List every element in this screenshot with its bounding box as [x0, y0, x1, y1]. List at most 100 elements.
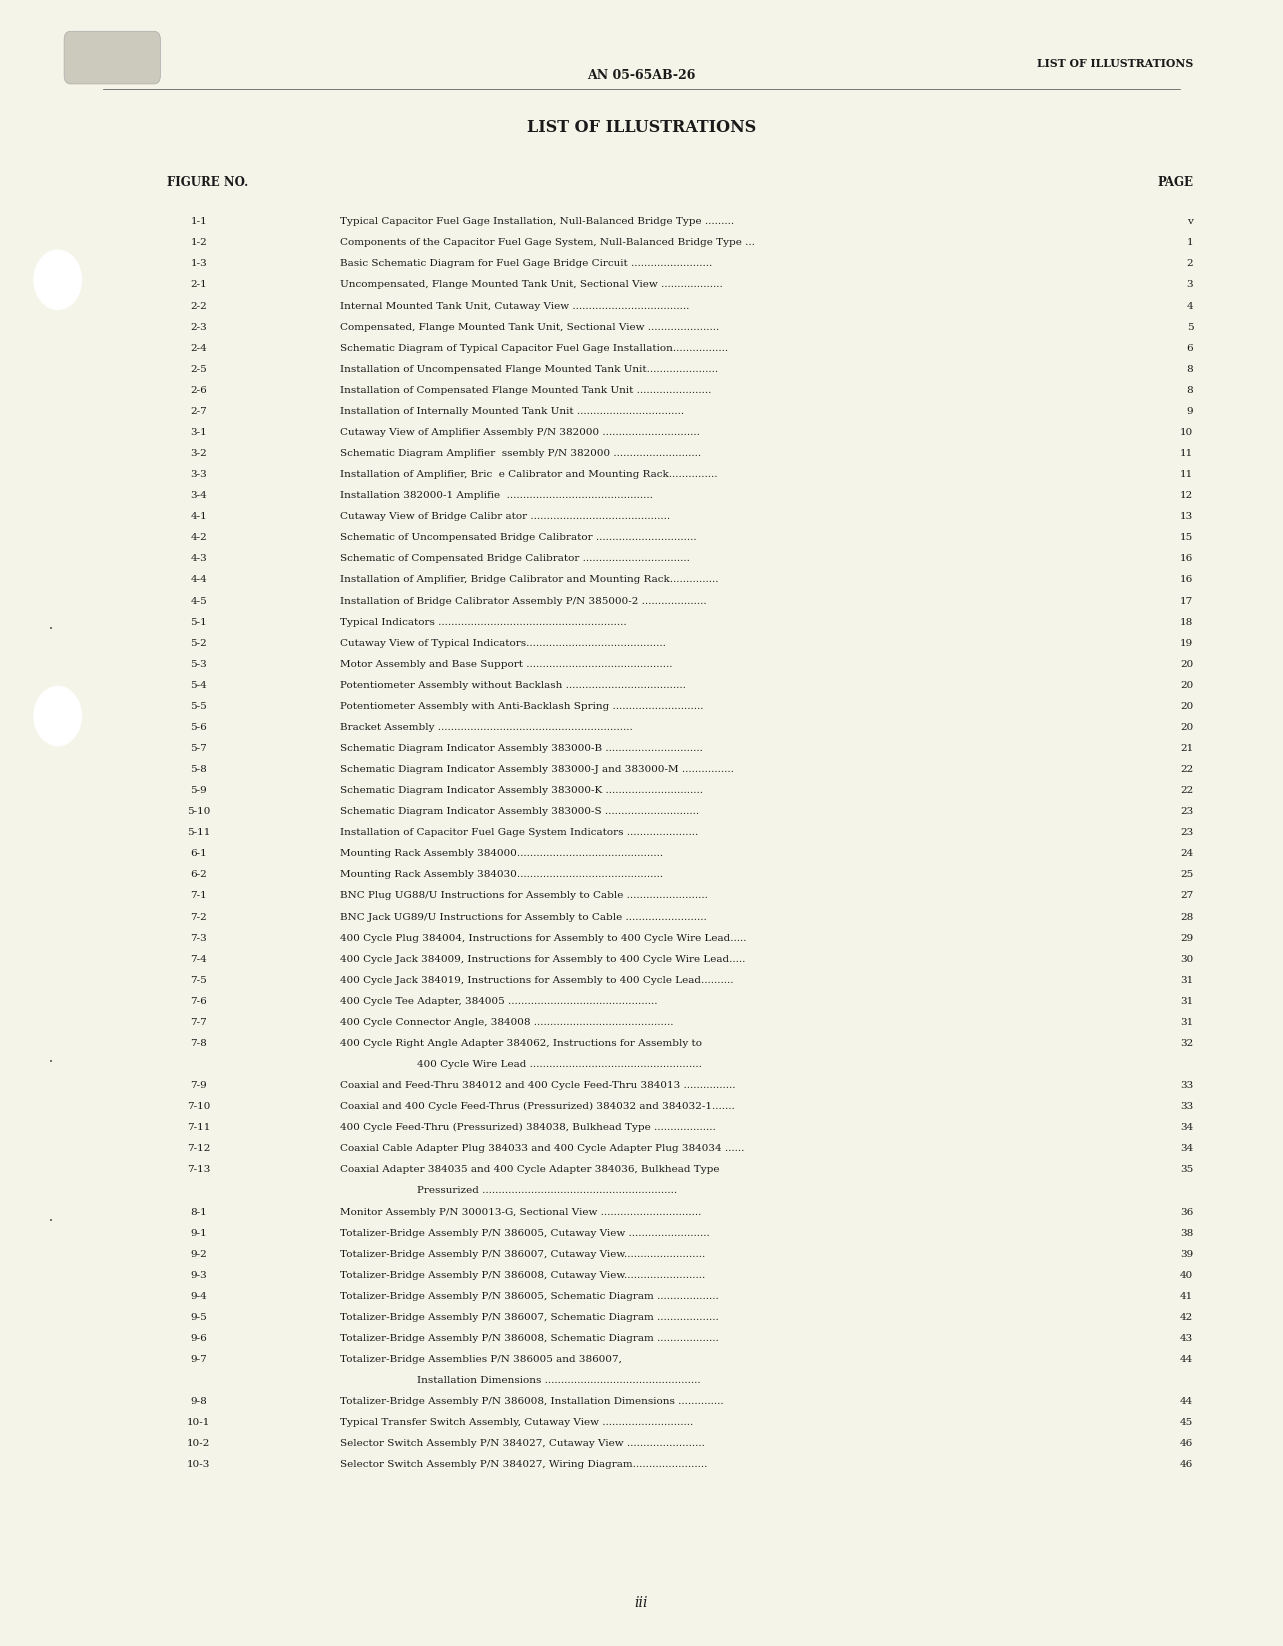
Text: 3-3: 3-3 [190, 471, 208, 479]
Text: PAGE: PAGE [1157, 176, 1193, 189]
Text: 46: 46 [1180, 1439, 1193, 1448]
Text: 400 Cycle Feed-Thru (Pressurized) 384038, Bulkhead Type ...................: 400 Cycle Feed-Thru (Pressurized) 384038… [340, 1123, 716, 1132]
Text: Totalizer-Bridge Assemblies P/N 386005 and 386007,: Totalizer-Bridge Assemblies P/N 386005 a… [340, 1355, 622, 1365]
Text: 18: 18 [1180, 617, 1193, 627]
Text: 4-1: 4-1 [190, 512, 208, 522]
Text: Installation of Internally Mounted Tank Unit .................................: Installation of Internally Mounted Tank … [340, 407, 684, 416]
Text: 1-1: 1-1 [190, 217, 208, 226]
Text: 2-3: 2-3 [190, 323, 208, 331]
Text: 400 Cycle Jack 384009, Instructions for Assembly to 400 Cycle Wire Lead.....: 400 Cycle Jack 384009, Instructions for … [340, 955, 745, 963]
Text: 1: 1 [1187, 239, 1193, 247]
Text: 5-3: 5-3 [190, 660, 208, 668]
Text: 7-5: 7-5 [190, 976, 208, 984]
Text: Totalizer-Bridge Assembly P/N 386005, Cutaway View .........................: Totalizer-Bridge Assembly P/N 386005, Cu… [340, 1228, 709, 1238]
Text: 7-13: 7-13 [187, 1165, 210, 1174]
Text: Cutaway View of Bridge Calibr ator ...........................................: Cutaway View of Bridge Calibr ator .....… [340, 512, 670, 522]
Text: •: • [49, 625, 54, 632]
Text: 44: 44 [1180, 1355, 1193, 1365]
Text: 7-1: 7-1 [190, 892, 208, 900]
Text: 9-5: 9-5 [190, 1314, 208, 1322]
Text: 29: 29 [1180, 933, 1193, 943]
Text: 41: 41 [1180, 1292, 1193, 1300]
Text: 6-1: 6-1 [190, 849, 208, 858]
Text: 1-3: 1-3 [190, 260, 208, 268]
Text: •: • [49, 1058, 54, 1065]
Text: 3-4: 3-4 [190, 491, 208, 500]
Text: Cutaway View of Amplifier Assembly P/N 382000 ..............................: Cutaway View of Amplifier Assembly P/N 3… [340, 428, 699, 436]
Text: Potentiometer Assembly with Anti-Backlash Spring ............................: Potentiometer Assembly with Anti-Backlas… [340, 701, 703, 711]
Text: Installation of Capacitor Fuel Gage System Indicators ......................: Installation of Capacitor Fuel Gage Syst… [340, 828, 698, 838]
Text: Uncompensated, Flange Mounted Tank Unit, Sectional View ...................: Uncompensated, Flange Mounted Tank Unit,… [340, 280, 722, 290]
Text: 20: 20 [1180, 701, 1193, 711]
Text: Installation Dimensions ................................................: Installation Dimensions ................… [417, 1376, 701, 1384]
Text: 27: 27 [1180, 892, 1193, 900]
Text: 5-5: 5-5 [190, 701, 208, 711]
Text: 7-10: 7-10 [187, 1103, 210, 1111]
Text: Installation of Amplifier, Bridge Calibrator and Mounting Rack...............: Installation of Amplifier, Bridge Calibr… [340, 576, 718, 584]
Ellipse shape [35, 686, 81, 746]
Text: 20: 20 [1180, 723, 1193, 732]
Text: 20: 20 [1180, 681, 1193, 690]
Text: Mounting Rack Assembly 384000.............................................: Mounting Rack Assembly 384000...........… [340, 849, 663, 858]
Text: Selector Switch Assembly P/N 384027, Cutaway View ........................: Selector Switch Assembly P/N 384027, Cut… [340, 1439, 704, 1448]
Text: LIST OF ILLUSTRATIONS: LIST OF ILLUSTRATIONS [527, 119, 756, 135]
Text: 2-1: 2-1 [190, 280, 208, 290]
Text: 4-3: 4-3 [190, 555, 208, 563]
Text: 38: 38 [1180, 1228, 1193, 1238]
Text: Coaxial Cable Adapter Plug 384033 and 400 Cycle Adapter Plug 384034 ......: Coaxial Cable Adapter Plug 384033 and 40… [340, 1144, 744, 1154]
Text: 5: 5 [1187, 323, 1193, 331]
Text: 9-3: 9-3 [190, 1271, 208, 1279]
Text: 21: 21 [1180, 744, 1193, 752]
Text: 5-1: 5-1 [190, 617, 208, 627]
Text: 34: 34 [1180, 1144, 1193, 1154]
Text: 2-6: 2-6 [190, 385, 208, 395]
Text: Potentiometer Assembly without Backlash .....................................: Potentiometer Assembly without Backlash … [340, 681, 686, 690]
Text: 30: 30 [1180, 955, 1193, 963]
Text: Installation of Uncompensated Flange Mounted Tank Unit......................: Installation of Uncompensated Flange Mou… [340, 365, 718, 374]
Text: 28: 28 [1180, 912, 1193, 922]
Text: •: • [49, 728, 54, 734]
Text: 9-4: 9-4 [190, 1292, 208, 1300]
Text: 16: 16 [1180, 555, 1193, 563]
Text: 24: 24 [1180, 849, 1193, 858]
Text: LIST OF ILLUSTRATIONS: LIST OF ILLUSTRATIONS [1037, 58, 1193, 69]
Text: 400 Cycle Tee Adapter, 384005 ..............................................: 400 Cycle Tee Adapter, 384005 ..........… [340, 997, 657, 1006]
Text: Schematic Diagram Indicator Assembly 383000-J and 383000-M ................: Schematic Diagram Indicator Assembly 383… [340, 765, 734, 774]
Text: 8-1: 8-1 [190, 1208, 208, 1216]
Text: 33: 33 [1180, 1081, 1193, 1090]
Text: Coaxial and 400 Cycle Feed-Thrus (Pressurized) 384032 and 384032-1.......: Coaxial and 400 Cycle Feed-Thrus (Pressu… [340, 1103, 735, 1111]
Text: Schematic Diagram Amplifier  ssembly P/N 382000 ...........................: Schematic Diagram Amplifier ssembly P/N … [340, 449, 701, 458]
Text: 9-2: 9-2 [190, 1249, 208, 1259]
FancyBboxPatch shape [64, 31, 160, 84]
Text: Components of the Capacitor Fuel Gage System, Null-Balanced Bridge Type ...: Components of the Capacitor Fuel Gage Sy… [340, 239, 754, 247]
Text: 35: 35 [1180, 1165, 1193, 1174]
Text: AN 05-65AB-26: AN 05-65AB-26 [588, 69, 695, 82]
Text: 10: 10 [1180, 428, 1193, 436]
Text: 8: 8 [1187, 365, 1193, 374]
Text: 2-4: 2-4 [190, 344, 208, 352]
Text: 31: 31 [1180, 976, 1193, 984]
Text: Totalizer-Bridge Assembly P/N 386008, Installation Dimensions ..............: Totalizer-Bridge Assembly P/N 386008, In… [340, 1397, 724, 1406]
Text: 7-9: 7-9 [190, 1081, 208, 1090]
Text: Motor Assembly and Base Support .............................................: Motor Assembly and Base Support ........… [340, 660, 672, 668]
Text: Selector Switch Assembly P/N 384027, Wiring Diagram.......................: Selector Switch Assembly P/N 384027, Wir… [340, 1460, 707, 1470]
Text: 20: 20 [1180, 660, 1193, 668]
Text: 9-8: 9-8 [190, 1397, 208, 1406]
Text: 44: 44 [1180, 1397, 1193, 1406]
Text: 400 Cycle Connector Angle, 384008 ...........................................: 400 Cycle Connector Angle, 384008 ......… [340, 1017, 674, 1027]
Text: FIGURE NO.: FIGURE NO. [167, 176, 248, 189]
Text: Installation of Amplifier, Bric  e Calibrator and Mounting Rack...............: Installation of Amplifier, Bric e Calibr… [340, 471, 717, 479]
Text: •: • [49, 1218, 54, 1225]
Text: 42: 42 [1180, 1314, 1193, 1322]
Text: Installation of Bridge Calibrator Assembly P/N 385000-2 ....................: Installation of Bridge Calibrator Assemb… [340, 596, 707, 606]
Text: 4-2: 4-2 [190, 533, 208, 542]
Text: 1-2: 1-2 [190, 239, 208, 247]
Text: v: v [1187, 217, 1193, 226]
Text: 12: 12 [1180, 491, 1193, 500]
Text: 31: 31 [1180, 997, 1193, 1006]
Text: Internal Mounted Tank Unit, Cutaway View ....................................: Internal Mounted Tank Unit, Cutaway View… [340, 301, 689, 311]
Text: 23: 23 [1180, 828, 1193, 838]
Text: Totalizer-Bridge Assembly P/N 386007, Cutaway View.........................: Totalizer-Bridge Assembly P/N 386007, Cu… [340, 1249, 706, 1259]
Text: 39: 39 [1180, 1249, 1193, 1259]
Text: 11: 11 [1180, 449, 1193, 458]
